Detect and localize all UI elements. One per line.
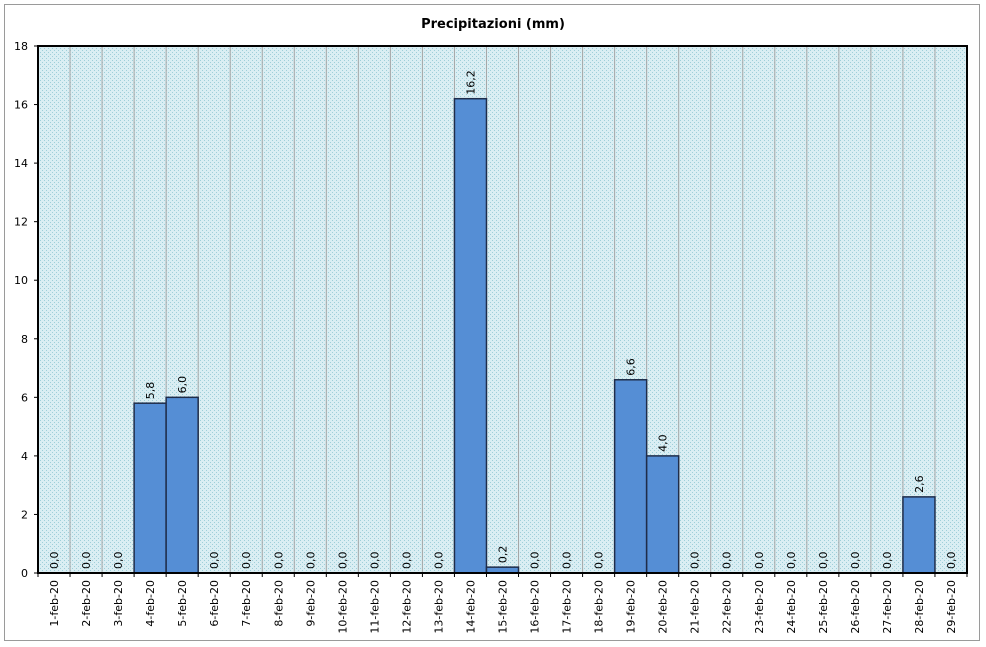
- x-tick-label: 17-feb-20: [561, 580, 574, 634]
- x-tick-label: 16-feb-20: [529, 580, 542, 634]
- x-tick-label: 25-feb-20: [817, 580, 830, 634]
- x-tick-label: 4-feb-20: [144, 580, 157, 627]
- x-tick-label: 6-feb-20: [208, 580, 221, 627]
- data-label: 0,0: [48, 552, 61, 570]
- plot-border: [37, 45, 968, 574]
- chart-title: Precipitazioni (mm): [421, 17, 565, 32]
- x-tick-label: 7-feb-20: [240, 580, 253, 627]
- data-label: 6,0: [176, 376, 189, 394]
- data-label: 0,0: [561, 552, 574, 570]
- y-tick-label: 2: [21, 508, 28, 521]
- data-label: 0,0: [80, 552, 93, 570]
- data-label: 0,0: [689, 552, 702, 570]
- x-tick-label: 29-feb-20: [945, 580, 958, 634]
- y-tick-label: 10: [14, 274, 28, 287]
- y-tick-label: 6: [21, 391, 28, 404]
- x-tick-label: 26-feb-20: [849, 580, 862, 634]
- data-label: 0,0: [817, 552, 830, 570]
- x-tick-label: 27-feb-20: [881, 580, 894, 634]
- bar: [133, 402, 167, 574]
- data-label: 0,0: [849, 552, 862, 570]
- data-label: 4,0: [657, 434, 670, 452]
- y-tick-label: 8: [21, 333, 28, 346]
- y-tick-label: 4: [21, 450, 28, 463]
- data-label: 0,0: [368, 552, 381, 570]
- y-tick-label: 12: [14, 216, 28, 229]
- data-label: 0,0: [272, 552, 285, 570]
- x-tick-label: 1-feb-20: [48, 580, 61, 627]
- data-label: 0,0: [529, 552, 542, 570]
- data-label: 0,0: [785, 552, 798, 570]
- data-label: 0,0: [721, 552, 734, 570]
- bar: [165, 396, 199, 574]
- y-tick-label: 0: [21, 567, 28, 580]
- data-label: 0,0: [753, 552, 766, 570]
- data-label: 16,2: [464, 70, 477, 95]
- x-tick-label: 9-feb-20: [304, 580, 317, 627]
- data-label: 2,6: [913, 475, 926, 493]
- x-tick-label: 21-feb-20: [689, 580, 702, 634]
- x-tick-label: 11-feb-20: [368, 580, 381, 634]
- data-label: 0,0: [400, 552, 413, 570]
- data-label: 5,8: [144, 382, 157, 400]
- x-tick-label: 2-feb-20: [80, 580, 93, 627]
- data-label: 6,6: [625, 358, 638, 376]
- x-tick-label: 3-feb-20: [112, 580, 125, 627]
- bar: [453, 97, 488, 574]
- x-tick-label: 10-feb-20: [336, 580, 349, 634]
- x-tick-label: 5-feb-20: [176, 580, 189, 627]
- x-tick-label: 24-feb-20: [785, 580, 798, 634]
- data-label: 0,0: [432, 552, 445, 570]
- x-tick-label: 23-feb-20: [753, 580, 766, 634]
- x-tick-label: 15-feb-20: [497, 580, 510, 634]
- y-tick-label: 16: [14, 99, 28, 112]
- data-label: 0,0: [240, 552, 253, 570]
- data-label: 0,0: [112, 552, 125, 570]
- x-tick-label: 18-feb-20: [593, 580, 606, 634]
- data-label: 0,0: [336, 552, 349, 570]
- data-label: 0,0: [881, 552, 894, 570]
- x-tick-label: 20-feb-20: [657, 580, 670, 634]
- y-tick-label: 18: [14, 40, 28, 53]
- x-tick-label: 14-feb-20: [464, 580, 477, 634]
- x-tick-label: 19-feb-20: [625, 580, 638, 634]
- x-tick-label: 28-feb-20: [913, 580, 926, 634]
- bar: [902, 496, 936, 574]
- x-tick-label: 8-feb-20: [272, 580, 285, 627]
- y-tick-label: 14: [14, 157, 28, 170]
- data-label: 0,0: [208, 552, 221, 570]
- plot-area: 0 2 4 6 8 10 12 14 16 18 1-feb-20 2-feb-20 3-feb-20 4…: [14, 40, 968, 634]
- data-label: 0,2: [497, 546, 510, 564]
- data-label: 0,0: [945, 552, 958, 570]
- data-label: 0,0: [304, 552, 317, 570]
- bar: [645, 455, 680, 574]
- data-label: 0,0: [593, 552, 606, 570]
- x-tick-label: 12-feb-20: [400, 580, 413, 634]
- x-tick-label: 22-feb-20: [721, 580, 734, 634]
- bar: [613, 379, 648, 574]
- x-tick-label: 13-feb-20: [432, 580, 445, 634]
